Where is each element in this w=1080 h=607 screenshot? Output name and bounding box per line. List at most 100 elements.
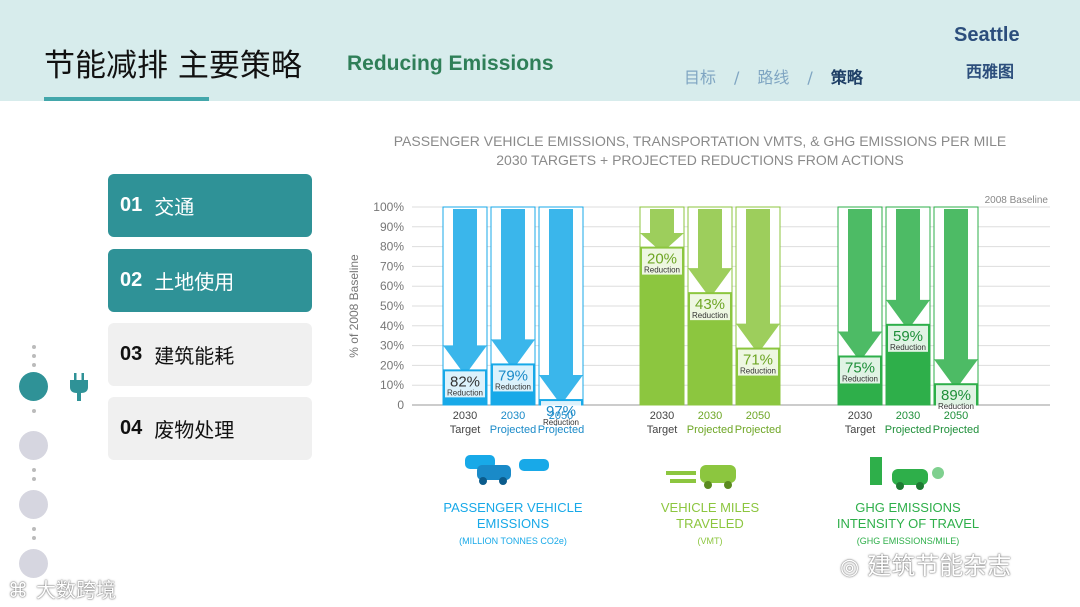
nav-separator: / — [807, 68, 813, 87]
x-tick-label: Projected — [687, 424, 733, 436]
group-name: VEHICLE MILES — [661, 500, 760, 515]
timeline-dot — [32, 468, 36, 472]
x-tick-label: 2030 — [896, 410, 920, 422]
reduction-word: Reduction — [447, 388, 483, 397]
timeline-dot — [32, 409, 36, 413]
reduction-word: Reduction — [740, 367, 776, 376]
nav-separator: / — [734, 68, 740, 87]
y-tick-label: 80% — [380, 240, 404, 254]
x-tick-label: Target — [450, 424, 481, 436]
group-unit: (GHG EMISSIONS/MILE) — [857, 536, 960, 546]
watermark-logo-icon: ⌘ — [8, 578, 28, 602]
reduction-label-bg — [445, 371, 485, 398]
menu-item-land-use[interactable]: 02 土地使用 — [108, 249, 312, 312]
y-tick-label: 30% — [380, 339, 404, 353]
group-name: PASSENGER VEHICLE — [443, 500, 583, 515]
reduction-value: 71% — [743, 352, 773, 369]
cars-icon — [499, 477, 507, 485]
reduction-word: Reduction — [890, 343, 926, 352]
car-speed-icon — [724, 481, 732, 489]
timeline-active-node[interactable] — [19, 372, 48, 401]
x-tick-label: Projected — [490, 424, 536, 436]
chart-subtitle: 2030 TARGETS + PROJECTED REDUCTIONS FROM… — [496, 152, 904, 168]
menu-item-label: 交通 — [154, 195, 195, 219]
y-axis-label: % of 2008 Baseline — [347, 254, 361, 358]
y-tick-label: 60% — [380, 279, 404, 293]
emissions-chart: PASSENGER VEHICLE EMISSIONS, TRANSPORTAT… — [340, 125, 1060, 595]
reduction-label-bg — [541, 401, 581, 428]
reduction-arrow — [736, 209, 780, 354]
reduction-arrow — [539, 209, 583, 406]
group-name: GHG EMISSIONS — [855, 500, 961, 515]
reduction-label-bg — [690, 294, 730, 321]
timeline-node[interactable] — [19, 490, 48, 519]
reduction-word: Reduction — [692, 311, 728, 320]
reduction-word: Reduction — [938, 402, 974, 411]
title-underline — [44, 97, 209, 101]
menu-item-label: 废物处理 — [154, 418, 235, 442]
car-speed-icon — [670, 479, 696, 483]
nav-item-goals[interactable]: 目标 — [684, 68, 717, 87]
timeline-node[interactable] — [19, 431, 48, 460]
nav-item-route[interactable]: 路线 — [757, 68, 790, 87]
chart-title: PASSENGER VEHICLE EMISSIONS, TRANSPORTAT… — [394, 133, 1007, 149]
menu-item-number: 04 — [120, 417, 143, 439]
page-title: 节能减排 主要策略 — [44, 48, 302, 84]
reduction-arrow — [640, 209, 684, 253]
timeline-dot — [32, 527, 36, 531]
reduction-value: 97% — [546, 403, 576, 420]
fuel-car-icon — [892, 469, 928, 485]
car-speed-icon — [704, 481, 712, 489]
reduction-arrow — [886, 209, 930, 330]
fuel-car-icon — [896, 482, 904, 490]
city-name-cn: 西雅图 — [966, 62, 1015, 81]
y-tick-label: 100% — [373, 200, 404, 214]
reduction-value: 75% — [845, 360, 875, 377]
fuel-car-icon — [916, 482, 924, 490]
nav-item-strategy[interactable]: 策略 — [830, 68, 863, 87]
timeline-dot — [32, 363, 36, 367]
y-tick-label: 10% — [380, 378, 404, 392]
cars-icon — [477, 465, 511, 480]
reduction-value: 43% — [695, 296, 725, 313]
watermark-text: 建筑节能杂志 — [867, 552, 1012, 580]
fuel-car-icon — [932, 467, 944, 479]
x-tick-label: Projected — [885, 424, 931, 436]
reduction-arrow — [934, 209, 978, 390]
watermark-left: ⌘ 大数跨境 — [8, 574, 116, 603]
x-tick-label: 2030 — [501, 410, 525, 422]
reduction-value: 20% — [647, 251, 677, 268]
x-tick-label: 2050 — [944, 410, 968, 422]
header-bar — [0, 0, 1080, 101]
menu-item-waste[interactable]: 04 废物处理 — [108, 397, 312, 460]
x-tick-label: Projected — [933, 424, 979, 436]
reduction-arrow — [491, 209, 535, 370]
cars-icon — [479, 477, 487, 485]
reduction-word: Reduction — [495, 382, 531, 391]
menu-item-transport[interactable]: 01 交通 — [108, 174, 312, 237]
car-speed-icon — [700, 465, 736, 483]
x-tick-label: 2030 — [848, 410, 872, 422]
y-tick-label: 90% — [380, 220, 404, 234]
group-name: EMISSIONS — [477, 516, 550, 531]
group-name: TRAVELED — [676, 516, 744, 531]
y-tick-label: 20% — [380, 358, 404, 372]
reduction-value: 89% — [941, 387, 971, 404]
x-tick-label: Projected — [538, 424, 584, 436]
city-name-en: Seattle — [954, 24, 1020, 46]
reduction-label-bg — [840, 357, 880, 384]
reduction-arrow — [443, 209, 487, 376]
cars-icon — [519, 459, 549, 471]
reduction-label-bg — [888, 325, 928, 352]
menu-item-building-energy[interactable]: 03 建筑能耗 — [108, 323, 312, 386]
plug-icon — [70, 373, 88, 401]
watermark-text: 大数跨境 — [36, 578, 116, 602]
reduction-label-bg — [642, 248, 682, 275]
reduction-label-bg — [936, 385, 976, 412]
timeline-node[interactable] — [19, 549, 48, 578]
x-tick-label: 2030 — [650, 410, 674, 422]
menu-item-label: 土地使用 — [154, 270, 235, 294]
watermark-right: ◎ 建筑节能杂志 — [840, 546, 1011, 581]
menu-item-label: 建筑能耗 — [154, 344, 235, 368]
timeline-dot — [32, 345, 36, 349]
